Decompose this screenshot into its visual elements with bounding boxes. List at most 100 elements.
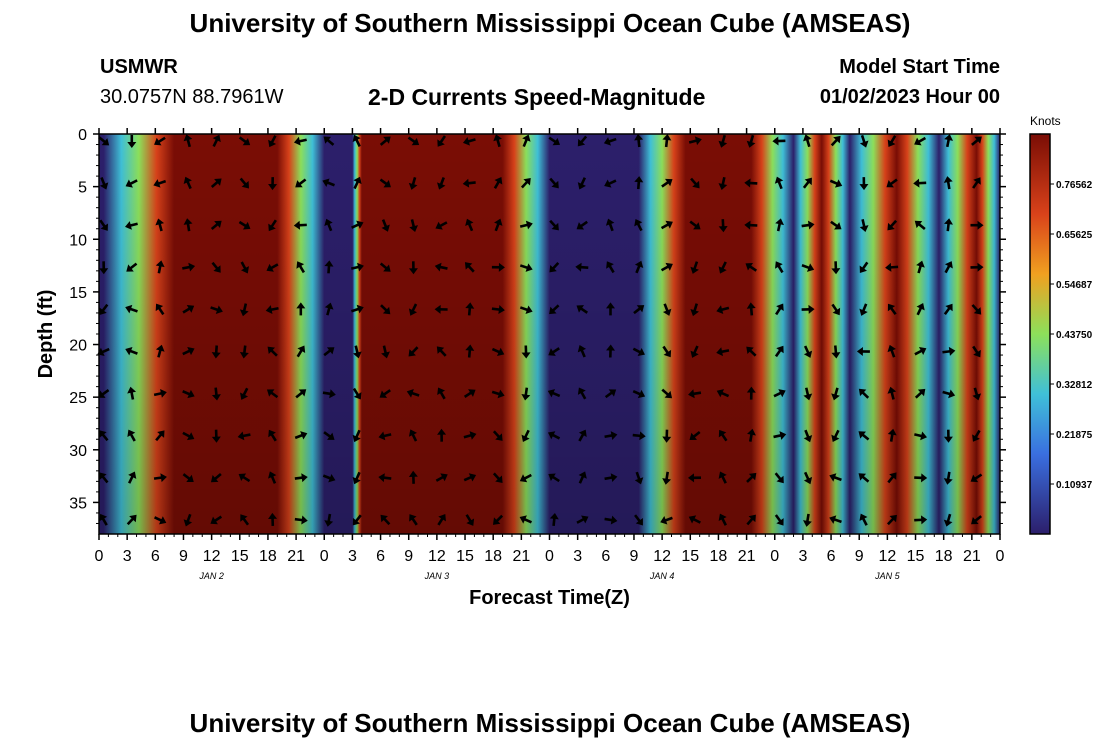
current-arrow (604, 389, 617, 399)
current-arrow (210, 220, 222, 231)
current-arrow (662, 429, 672, 443)
x-tick-label: 9 (179, 548, 188, 565)
current-arrow (266, 389, 279, 399)
current-arrow (406, 389, 420, 398)
current-arrow (887, 472, 897, 484)
current-arrow (378, 431, 392, 441)
y-tick-label: 10 (69, 232, 87, 249)
current-arrow (520, 177, 531, 189)
current-arrow (491, 262, 505, 272)
x-tick-label: 18 (484, 548, 502, 565)
current-arrow (267, 346, 278, 357)
day-label: JAN 3 (424, 571, 450, 581)
current-arrow (577, 345, 587, 358)
current-arrow (831, 303, 841, 316)
current-arrow (578, 429, 587, 442)
current-arrow (464, 262, 475, 273)
day-label: JAN 5 (874, 571, 901, 581)
current-arrow (716, 389, 730, 398)
plot-area (99, 134, 1000, 534)
current-arrow (775, 303, 784, 316)
x-tick-label: 15 (681, 548, 699, 565)
current-arrow (323, 431, 335, 440)
current-arrow (155, 303, 165, 316)
current-arrow (830, 135, 841, 147)
current-arrow (632, 431, 646, 441)
current-arrow (240, 514, 250, 526)
current-arrow (887, 428, 897, 442)
current-arrow (801, 220, 815, 230)
colorbar-tick-label: 0.10937 (1056, 480, 1093, 491)
x-tick-label: 6 (601, 548, 610, 565)
current-arrow (465, 218, 474, 232)
current-arrow (409, 514, 418, 526)
colorbar-unit: Knots (1030, 114, 1061, 128)
x-tick-label: 3 (798, 548, 807, 565)
current-arrow (127, 386, 137, 400)
current-arrow (886, 514, 897, 526)
current-arrow (746, 386, 756, 400)
current-arrow (293, 220, 307, 230)
current-arrow (746, 134, 756, 148)
current-arrow (859, 177, 869, 191)
depth-shading (99, 134, 1000, 534)
current-arrow (688, 389, 702, 399)
current-arrow (887, 135, 897, 148)
current-arrow (774, 345, 784, 358)
current-arrow (239, 177, 249, 189)
current-arrow (183, 218, 193, 232)
footer-title: University of Southern Mississippi Ocean… (189, 708, 911, 738)
current-arrow (662, 471, 672, 485)
chart-title: 2-D Currents Speed-Magnitude (368, 84, 706, 110)
current-arrow (914, 431, 928, 441)
colorbar-tick-label: 0.65625 (1056, 230, 1093, 241)
current-arrow (661, 388, 673, 399)
current-arrow (379, 178, 391, 188)
current-arrow (408, 303, 418, 316)
current-arrow (632, 347, 645, 356)
current-arrow (238, 220, 251, 230)
current-arrow (352, 471, 361, 485)
current-arrow (265, 305, 279, 315)
current-arrow (268, 512, 278, 526)
current-arrow (211, 387, 221, 401)
current-arrow (774, 514, 784, 526)
current-arrow (942, 389, 956, 399)
current-arrow (155, 260, 165, 274)
current-arrow (183, 513, 193, 527)
current-arrow (522, 134, 531, 148)
current-arrow (576, 515, 589, 524)
current-arrow (718, 513, 727, 526)
current-arrow (99, 430, 109, 442)
x-tick-label: 15 (231, 548, 249, 565)
current-arrow (240, 387, 249, 400)
current-arrow (886, 178, 898, 188)
current-arrow (548, 473, 560, 483)
current-arrow (831, 345, 841, 359)
current-arrow (294, 515, 308, 525)
current-arrow (210, 472, 222, 483)
current-arrow (972, 387, 982, 401)
model-start-label: Model Start Time (839, 56, 1000, 78)
current-arrow (408, 261, 418, 275)
current-arrow (831, 261, 841, 275)
current-arrow (492, 430, 503, 441)
x-tick-label: 0 (320, 548, 329, 565)
current-arrow (352, 134, 361, 147)
x-tick-label: 3 (573, 548, 582, 565)
current-arrow (295, 389, 307, 399)
current-arrow (408, 470, 418, 484)
current-arrow (353, 176, 362, 190)
current-arrow (913, 178, 927, 188)
current-arrow (916, 303, 925, 316)
current-arrow (462, 136, 476, 146)
current-arrow (803, 429, 813, 443)
current-arrow (772, 136, 786, 146)
current-arrow (774, 176, 784, 190)
current-arrow (578, 471, 587, 484)
current-arrow (856, 346, 870, 356)
current-arrow (604, 179, 617, 188)
current-arrow (155, 218, 165, 232)
current-arrow (746, 302, 756, 316)
